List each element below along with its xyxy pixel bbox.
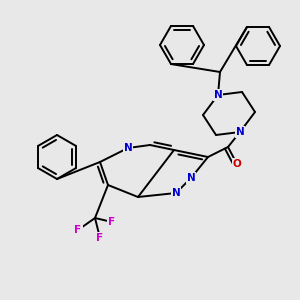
Text: N: N <box>187 173 195 183</box>
Text: N: N <box>124 143 132 153</box>
Text: F: F <box>96 233 103 243</box>
Text: F: F <box>108 217 116 227</box>
Text: O: O <box>232 159 242 169</box>
Text: N: N <box>214 90 222 100</box>
Text: N: N <box>236 127 244 137</box>
Text: N: N <box>172 188 180 198</box>
Text: F: F <box>74 225 82 235</box>
